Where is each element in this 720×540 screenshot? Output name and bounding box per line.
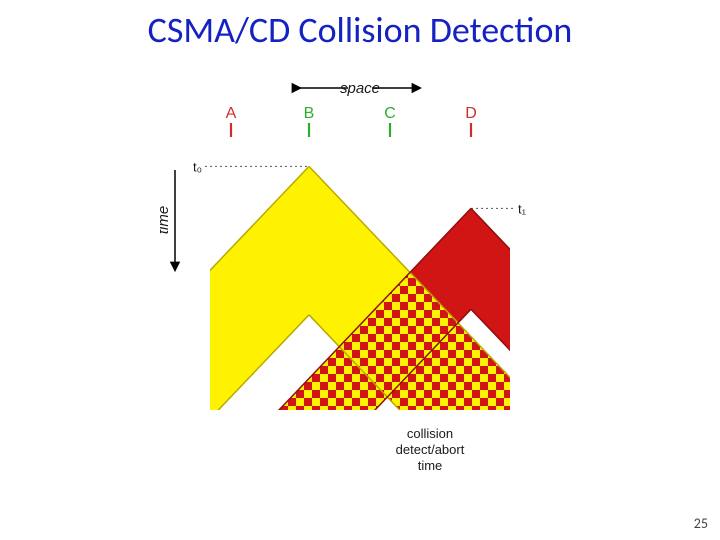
slide-title: CSMA/CD Collision Detection bbox=[0, 8, 720, 52]
t0-label: t₀ bbox=[193, 159, 202, 174]
time-axis-label: time bbox=[160, 206, 172, 234]
collision-figure: space time A B C D t₀ t₁ bbox=[160, 70, 560, 470]
collision-label-3: time bbox=[418, 458, 443, 470]
page-number: 25 bbox=[694, 515, 708, 532]
collision-svg: space time A B C D t₀ t₁ bbox=[160, 70, 560, 470]
node-label-c: C bbox=[384, 105, 396, 122]
collision-label-2: detect/abort bbox=[396, 442, 465, 457]
node-label-d: D bbox=[465, 105, 477, 122]
node-label-a: A bbox=[226, 105, 237, 122]
collision-label-1: collision bbox=[407, 426, 453, 441]
space-axis-label: space bbox=[340, 80, 380, 97]
t1-label: t₁ bbox=[518, 201, 527, 216]
node-label-b: B bbox=[304, 105, 315, 122]
